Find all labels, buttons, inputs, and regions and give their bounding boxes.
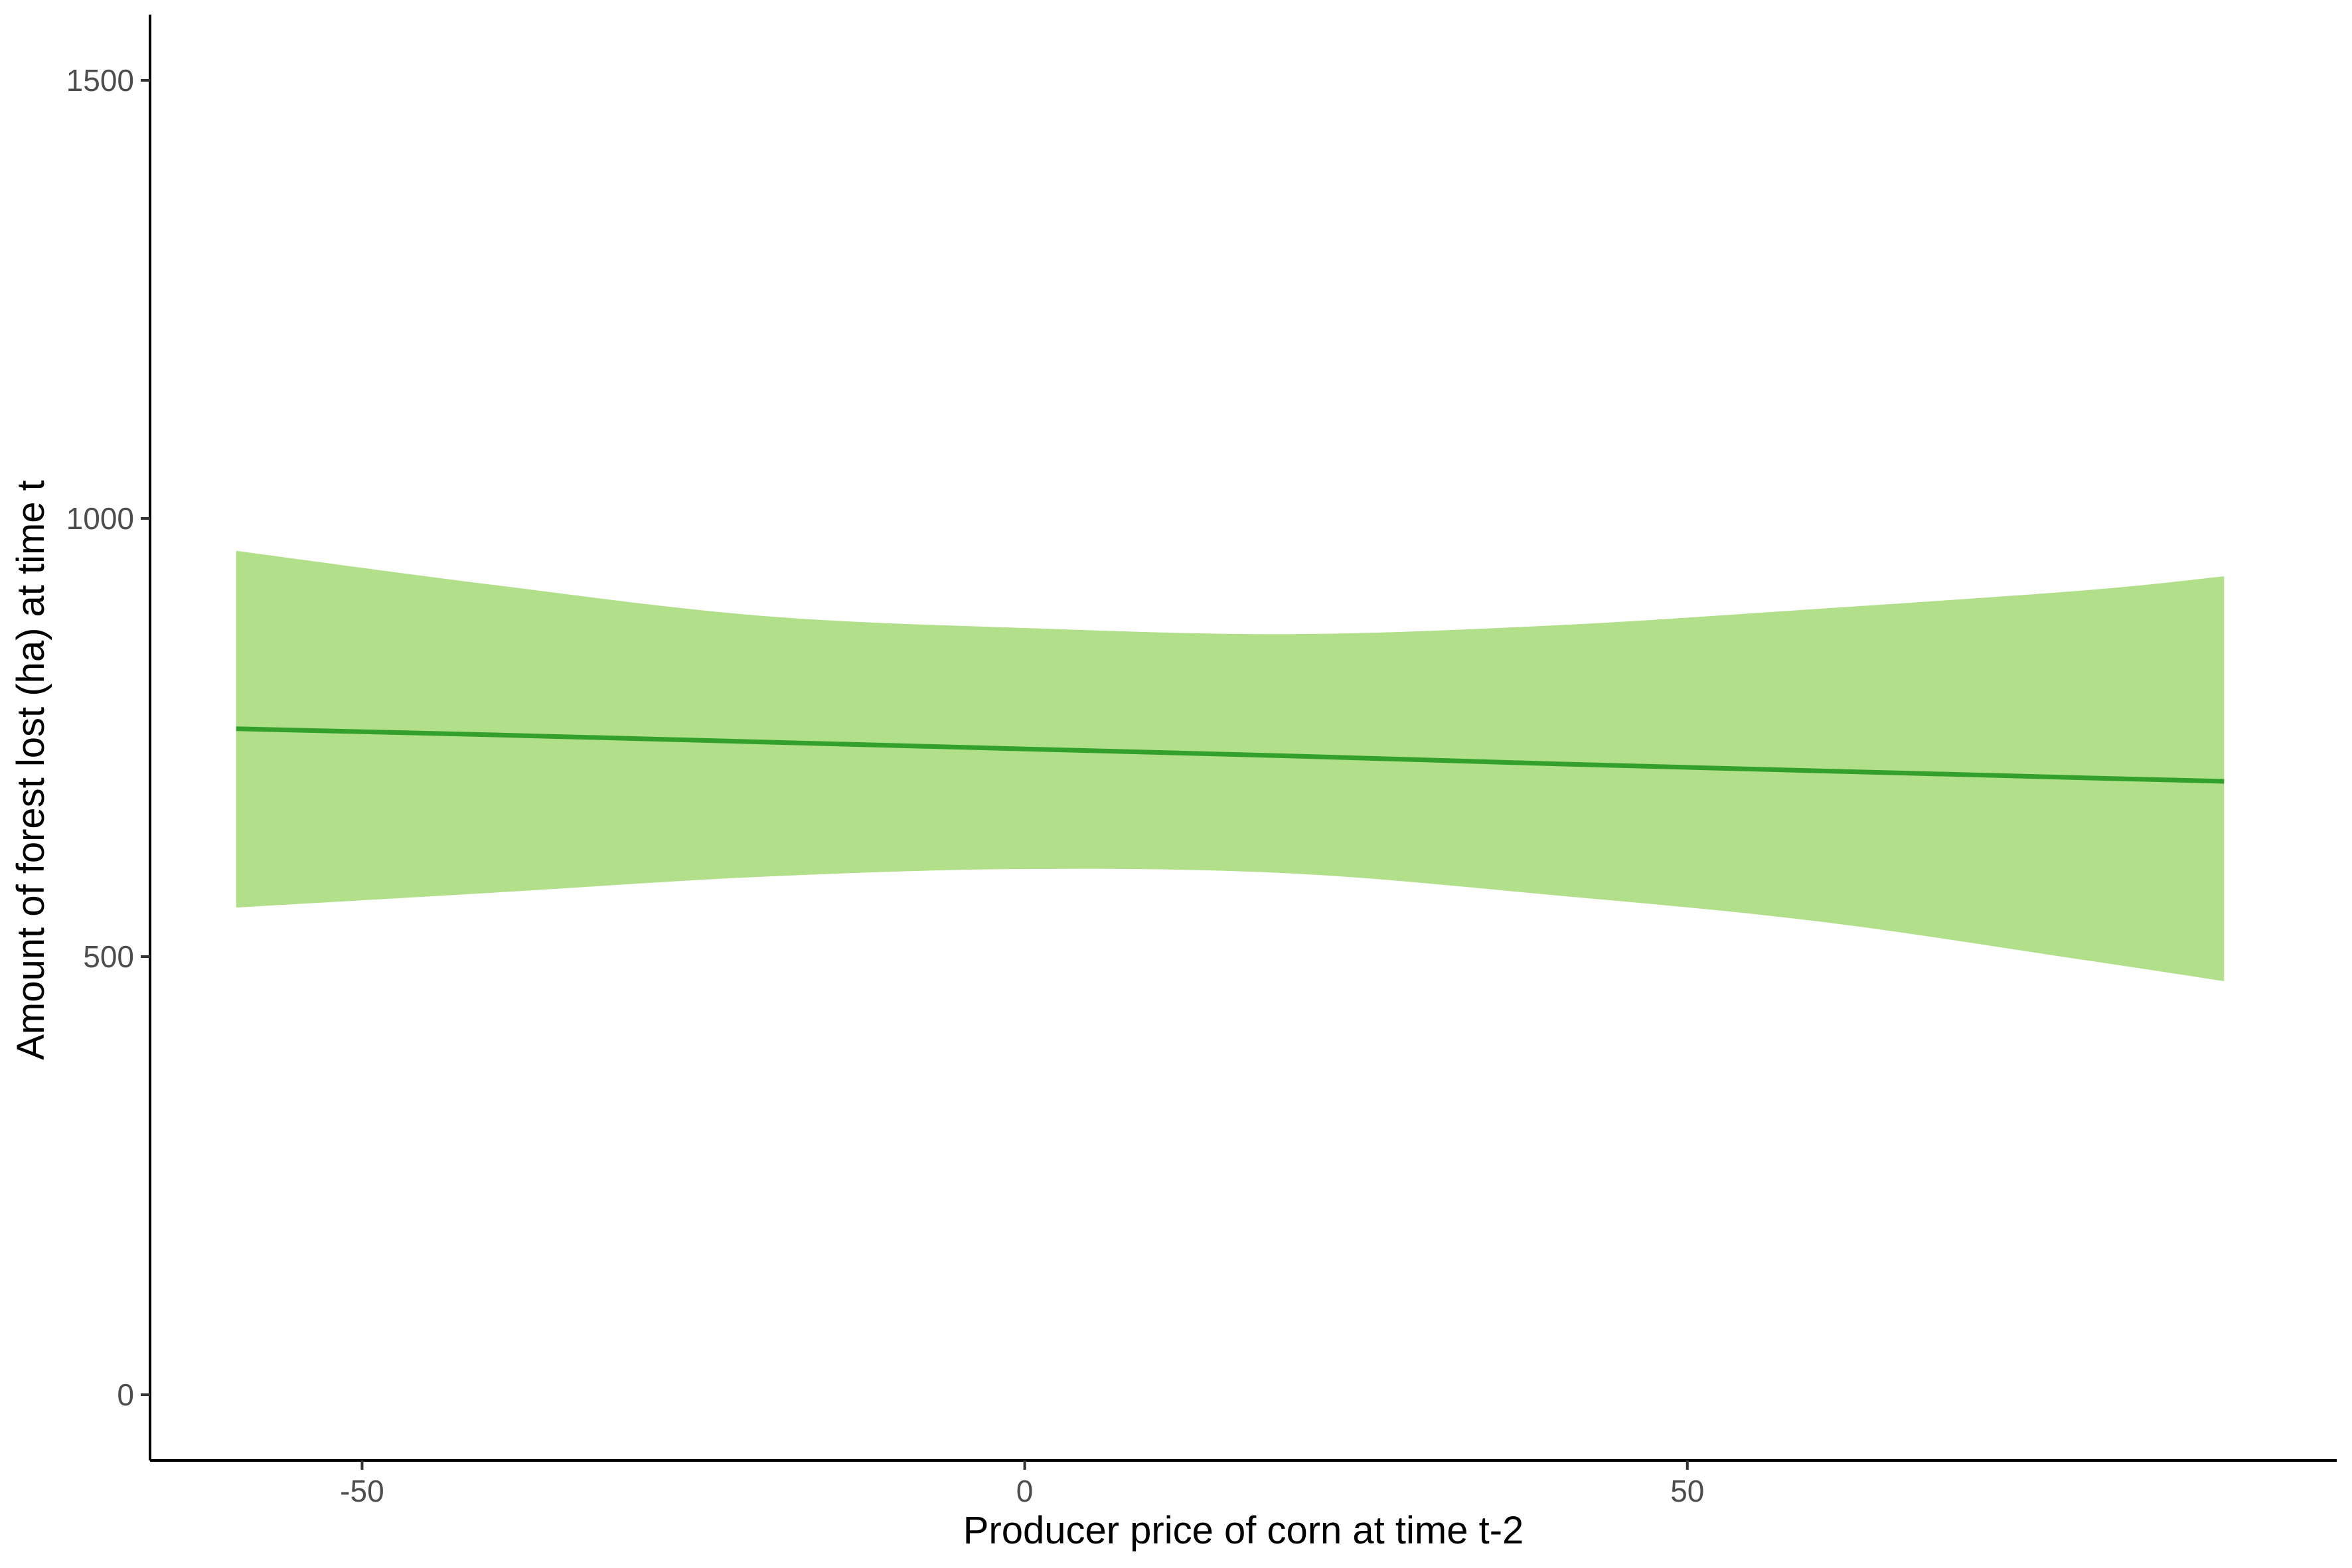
y-axis-title: Amount of forest lost (ha) at time t <box>9 480 52 1060</box>
confidence-band <box>236 550 2225 981</box>
x-axis-ticks: -50 0 50 <box>340 1460 1704 1508</box>
y-axis-ticks: 0 500 1000 1500 <box>66 63 150 1412</box>
x-tick-label: -50 <box>340 1474 384 1508</box>
y-tick-label: 1500 <box>66 63 134 98</box>
y-tick-label: 500 <box>83 939 134 974</box>
y-tick-label: 1000 <box>66 501 134 536</box>
x-tick-label: 0 <box>1016 1474 1034 1508</box>
trend-line <box>236 726 2225 784</box>
y-tick-label: 0 <box>117 1377 134 1412</box>
plot-area <box>236 550 2225 981</box>
x-tick-label: 50 <box>1670 1474 1704 1508</box>
x-axis-title: Producer price of corn at time t-2 <box>963 1509 1524 1552</box>
